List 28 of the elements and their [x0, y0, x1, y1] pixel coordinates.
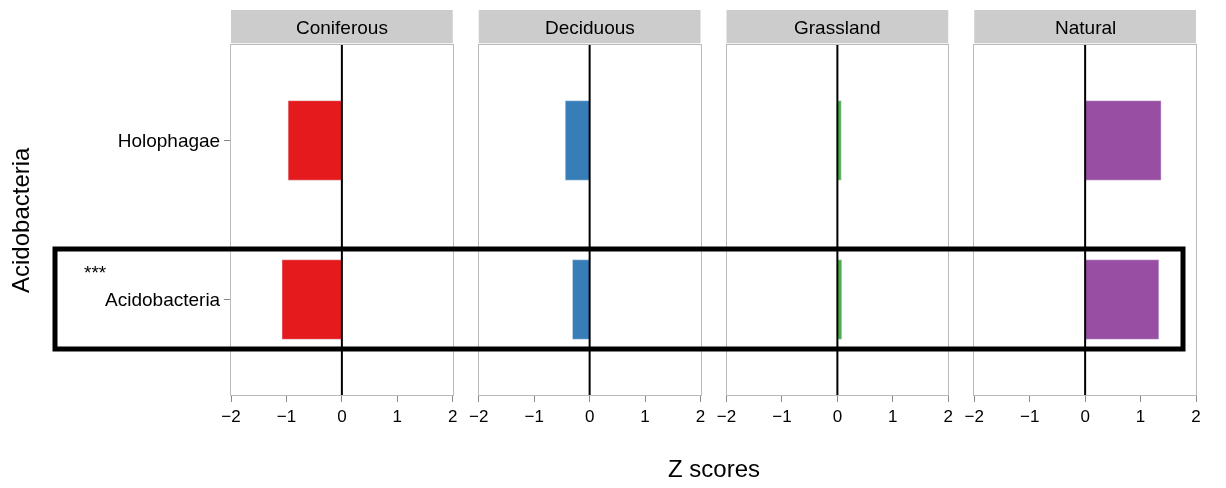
- x-tick-label: 0: [832, 407, 843, 427]
- y-axis-title: Acidobacteria: [7, 146, 34, 293]
- x-tick-label: −2: [964, 407, 984, 427]
- chart-title: Grassland: [794, 17, 881, 38]
- chart-title: Natural: [1055, 17, 1117, 38]
- x-tick-label: 2: [1191, 407, 1201, 427]
- x-tick-label: −1: [1019, 407, 1040, 427]
- chart-title: Coniferous: [296, 17, 388, 38]
- x-tick-label: 1: [888, 407, 898, 427]
- x-tick-label: 0: [584, 407, 595, 427]
- x-tick-label: −1: [524, 407, 544, 427]
- x-tick-label: 1: [392, 407, 403, 427]
- x-tick-label: −2: [469, 407, 489, 427]
- x-tick-label: −2: [716, 407, 737, 427]
- text: ***: [84, 262, 107, 283]
- x-tick-label: 2: [943, 407, 953, 427]
- x-tick-label: −1: [276, 407, 297, 427]
- x-tick-label: 1: [1135, 407, 1146, 427]
- x-tick-label: −1: [772, 407, 792, 427]
- x-axis-title: Z scores: [668, 455, 761, 482]
- x-tick-label: −2: [221, 407, 241, 427]
- x-tick-label: 0: [1080, 407, 1090, 427]
- x-tick-label: 0: [337, 407, 347, 427]
- x-tick-label: 1: [640, 407, 650, 427]
- chart-title: Deciduous: [545, 17, 635, 38]
- y-tick-label: Holophagae: [117, 130, 221, 152]
- x-tick-label: 2: [695, 407, 706, 427]
- x-tick-label: 2: [448, 407, 458, 427]
